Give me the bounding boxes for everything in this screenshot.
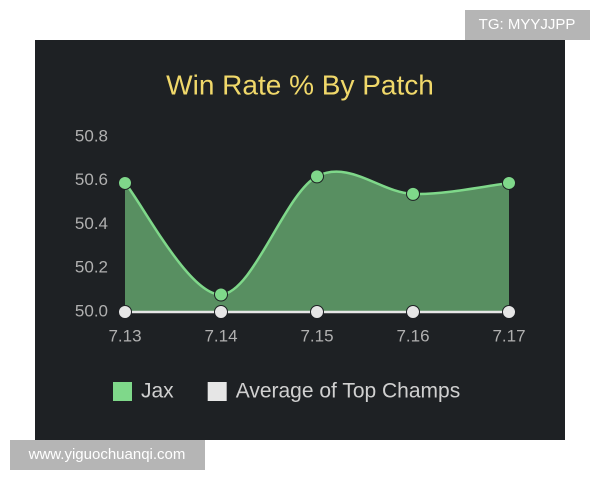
legend-label: Average of Top Champs — [236, 380, 461, 403]
y-tick-label: 50.0 — [75, 301, 108, 320]
chart-title: Win Rate % By Patch — [166, 69, 434, 100]
x-tick-label: 7.13 — [108, 326, 141, 345]
point — [214, 305, 228, 319]
watermark: TG: MYYJJPP — [479, 16, 576, 33]
point — [406, 186, 420, 201]
line — [124, 170, 510, 296]
x-tick-label: 7.14 — [204, 326, 237, 345]
point — [118, 305, 132, 319]
y-tick-label: 50.4 — [75, 214, 108, 233]
watermark-box — [10, 440, 205, 470]
y-tick-label: 50.2 — [75, 258, 108, 277]
area — [125, 171, 509, 312]
point — [406, 305, 420, 319]
point — [214, 287, 228, 302]
point — [310, 305, 324, 319]
legend-swatch — [113, 382, 132, 401]
legend-swatch — [207, 382, 227, 401]
watermark-box — [465, 10, 590, 40]
point — [118, 175, 132, 190]
x-tick-label: 7.17 — [492, 326, 525, 345]
x-tick-label: 7.16 — [396, 326, 429, 345]
point — [502, 175, 516, 190]
point — [310, 169, 324, 184]
legend-label: Jax — [141, 380, 174, 403]
x-tick-label: 7.15 — [300, 326, 333, 345]
watermark: www.yiguochuanqi.com — [28, 446, 186, 463]
y-tick-label: 50.6 — [75, 170, 108, 189]
y-tick-label: 50.8 — [75, 126, 108, 145]
point — [502, 305, 516, 319]
